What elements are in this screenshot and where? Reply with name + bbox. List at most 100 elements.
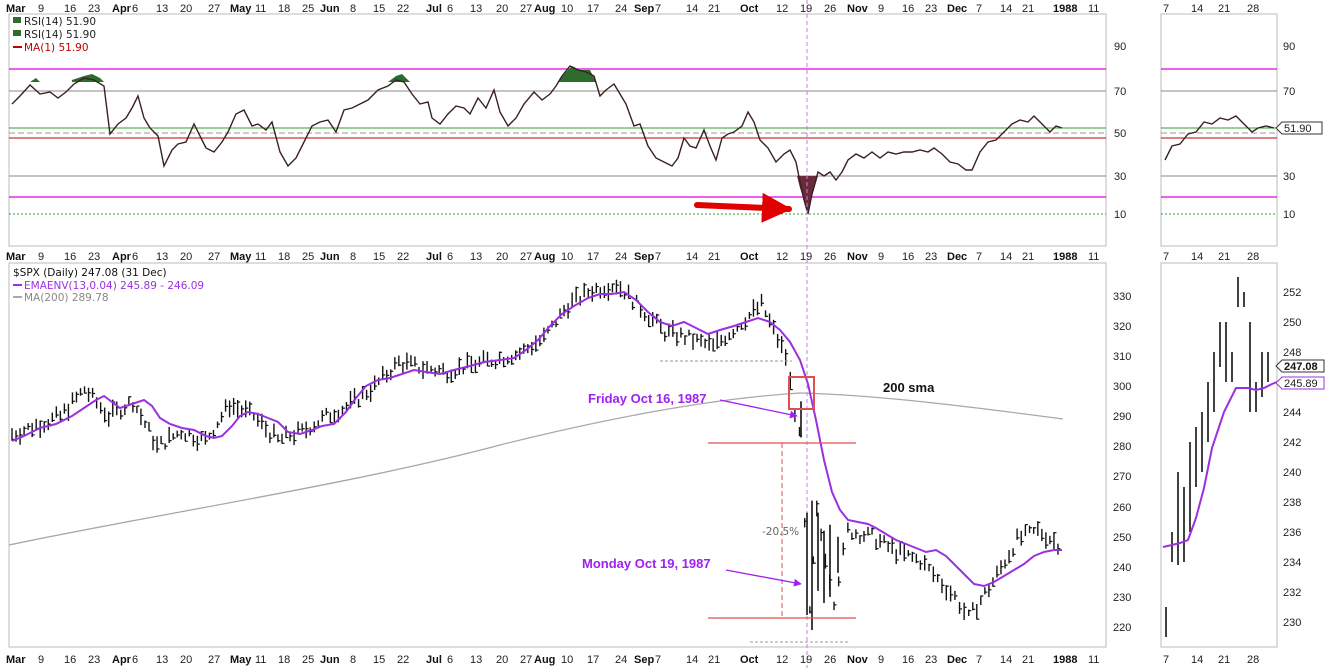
x-tick-label: Nov — [847, 251, 869, 263]
x-tick-label: 11 — [255, 654, 266, 666]
x-inset-tick-label: 21 — [1218, 251, 1230, 263]
x-tick-label: 19 — [800, 3, 812, 15]
x-tick-label: 1988 — [1053, 654, 1077, 666]
monday-annotation: Monday Oct 19, 1987 — [582, 556, 711, 571]
x-tick-label: 24 — [615, 3, 627, 15]
price-inset-tick-label: 244 — [1283, 407, 1301, 419]
x-inset-tick-label: 28 — [1247, 251, 1259, 263]
x-tick-label: 10 — [561, 654, 573, 666]
x-tick-label: 9 — [38, 654, 44, 666]
x-tick-label: Jul — [426, 3, 442, 15]
x-tick-label: 21 — [708, 654, 720, 666]
rsi-y-axis: 90 70 50 30 10 90 70 30 10 51.90 — [1114, 41, 1323, 221]
x-tick-label: Aug — [534, 3, 555, 15]
x-tick-label: 13 — [156, 654, 168, 666]
rsi-overbought-fill-aug — [558, 66, 596, 82]
x-tick-label: 14 — [1000, 251, 1012, 263]
x-tick-label: 13 — [156, 3, 168, 15]
x-tick-label: 6 — [447, 3, 453, 15]
x-tick-label: 14 — [686, 3, 698, 15]
rsi-line-inset — [1164, 115, 1275, 161]
x-tick-label: 14 — [686, 251, 698, 263]
x-tick-label: 12 — [776, 251, 788, 263]
x-axis-bottom: Mar 9 16 23 Apr 6 13 20 27 May 11 18 25 Jun 8 15 22 Jul 6 1… — [6, 654, 1259, 666]
x-tick-label: Jun — [320, 654, 340, 666]
x-tick-label: 17 — [587, 251, 599, 263]
x-tick-label: Dec — [947, 251, 967, 263]
rsi-last-value-tag-shape — [1275, 121, 1323, 135]
x-tick-label: Mar — [6, 654, 26, 666]
price-tick-label: 260 — [1113, 502, 1131, 514]
x-tick-label: 23 — [88, 654, 100, 666]
rsi-legend-2: RSI(14) 51.90 — [24, 29, 96, 41]
x-tick-label: 26 — [824, 251, 836, 263]
x-tick-label: Mar — [6, 3, 26, 15]
price-tick-label: 290 — [1113, 411, 1131, 423]
x-tick-label: 9 — [38, 3, 44, 15]
price-legend-ema: EMAENV(13,0.04) 245.89 - 246.09 — [24, 280, 204, 292]
annotations: -20.5% Friday Oct 16, 1987 Monday Oct 19… — [582, 360, 935, 643]
x-tick-label: 25 — [302, 251, 314, 263]
x-tick-label: 13 — [470, 3, 482, 15]
x-inset-tick-label: 14 — [1191, 251, 1203, 263]
rsi-reference-lines — [9, 68, 1277, 215]
x-tick-label: 20 — [180, 3, 192, 15]
x-tick-label: May — [230, 3, 252, 15]
x-tick-label: Jul — [426, 654, 442, 666]
x-tick-label: 12 — [776, 654, 788, 666]
x-tick-label: Oct — [740, 654, 759, 666]
price-tick-label: 270 — [1113, 471, 1131, 483]
price-tick-label: 300 — [1113, 381, 1131, 393]
oct16-highlight-box — [788, 376, 815, 410]
x-tick-label: 27 — [520, 3, 532, 15]
x-tick-label: Jun — [320, 251, 340, 263]
rsi-inset-tick-label: 30 — [1283, 171, 1295, 183]
price-tick-label: 320 — [1113, 321, 1131, 333]
x-inset-tick-label: 28 — [1247, 3, 1259, 15]
x-tick-label: Mar — [6, 251, 26, 263]
x-tick-label: 7 — [976, 654, 982, 666]
x-inset-tick-label: 7 — [1163, 3, 1169, 15]
x-tick-label: 14 — [1000, 3, 1012, 15]
x-tick-label: 7 — [655, 3, 661, 15]
price-tick-label: 330 — [1113, 291, 1131, 303]
rsi-legend: RSI(14) 51.90 RSI(14) 51.90 MA(1) 51.90 — [13, 16, 96, 54]
x-tick-label: 7 — [976, 3, 982, 15]
x-tick-label: 21 — [708, 251, 720, 263]
price-tick-label: 310 — [1113, 351, 1131, 363]
x-tick-label: 16 — [902, 251, 914, 263]
x-tick-label: 26 — [824, 654, 836, 666]
x-tick-label: Oct — [740, 3, 759, 15]
x-tick-label: 10 — [561, 251, 573, 263]
x-tick-label: 9 — [38, 251, 44, 263]
x-tick-label: 19 — [800, 654, 812, 666]
price-tick-label: 250 — [1113, 532, 1131, 544]
x-tick-label: 21 — [1022, 3, 1034, 15]
x-tick-label: Sep — [634, 3, 654, 15]
price-legend: $SPX (Daily) 247.08 (31 Dec) EMAENV(13,0… — [13, 267, 204, 304]
x-inset-tick-label: 21 — [1218, 654, 1230, 666]
x-tick-label: 21 — [1022, 251, 1034, 263]
x-tick-label: 6 — [132, 251, 138, 263]
x-tick-label: May — [230, 654, 252, 666]
x-tick-label: 26 — [824, 3, 836, 15]
x-tick-label: 6 — [447, 654, 453, 666]
price-tick-label: 230 — [1113, 592, 1131, 604]
x-tick-label: 7 — [976, 251, 982, 263]
price-tick-label: 220 — [1113, 622, 1131, 634]
x-tick-label: Jul — [426, 251, 442, 263]
last-price-tag: 247.08 — [1284, 361, 1318, 373]
price-inset-tick-label: 250 — [1283, 317, 1301, 329]
x-tick-label: 22 — [397, 3, 409, 15]
rsi-overbought-fill-mar2 — [30, 78, 40, 82]
x-tick-label: 18 — [278, 251, 290, 263]
price-inset-tick-label: 248 — [1283, 347, 1301, 359]
x-tick-label: 27 — [208, 654, 220, 666]
rsi-overbought-fill-jun — [388, 74, 410, 82]
rsi-oversold-fill — [797, 176, 818, 214]
rsi-red-arrow — [694, 192, 792, 223]
x-tick-label: Aug — [534, 654, 555, 666]
x-tick-label: 23 — [925, 654, 937, 666]
rsi-last-value-tag: 51.90 — [1284, 123, 1312, 135]
